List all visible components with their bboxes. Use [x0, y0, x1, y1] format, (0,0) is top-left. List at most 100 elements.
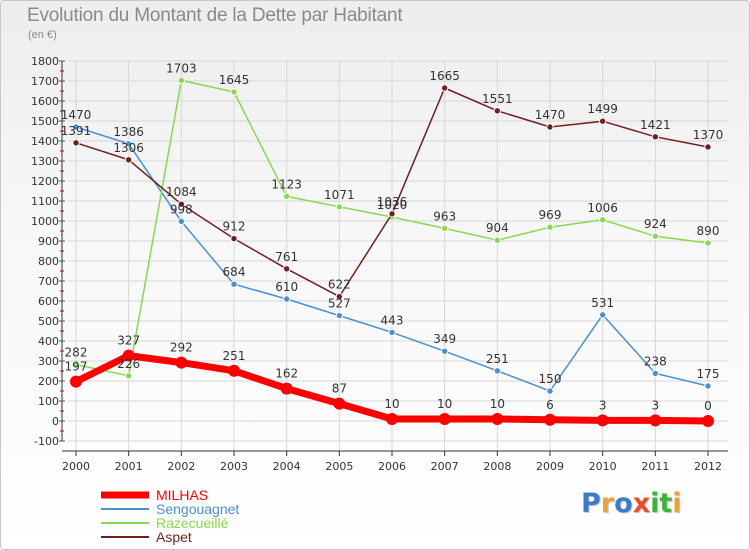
- data-point-aspet: [440, 84, 449, 92]
- data-label-sengouagnet: 684: [223, 265, 246, 279]
- data-label-milhas: 10: [437, 397, 452, 411]
- data-label-aspet: 912: [223, 220, 246, 234]
- data-point-sengouagnet: [282, 295, 291, 303]
- data-point-razecueille: [598, 216, 607, 224]
- data-label-aspet: 1036: [377, 195, 408, 209]
- y-tick-label: 600: [38, 295, 59, 308]
- y-tick-label: 1300: [31, 155, 59, 168]
- data-point-aspet: [230, 234, 238, 243]
- data-label-razecueille: 904: [486, 221, 509, 235]
- x-tick-label: 2010: [589, 460, 617, 473]
- data-point-sengouagnet: [124, 140, 133, 148]
- x-tick-label: 2001: [115, 460, 143, 473]
- data-point-sengouagnet: [493, 367, 502, 375]
- x-tick-label: 2012: [694, 460, 722, 473]
- data-point-razecueille: [546, 223, 554, 231]
- data-label-aspet: 1306: [113, 141, 144, 155]
- data-point-razecueille: [493, 236, 502, 244]
- data-label-milhas: 87: [332, 382, 347, 396]
- data-label-razecueille: 969: [539, 208, 562, 222]
- x-tick-label: 2003: [220, 460, 248, 473]
- data-label-razecueille: 1645: [219, 73, 250, 87]
- y-tick-label: 1700: [31, 75, 59, 88]
- data-point-aspet: [598, 117, 607, 125]
- data-label-sengouagnet: 610: [275, 280, 298, 294]
- data-label-aspet: 1551: [482, 92, 513, 106]
- data-label-milhas: 0: [704, 399, 712, 413]
- data-label-milhas: 292: [170, 341, 193, 355]
- x-tick-label: 2008: [483, 460, 511, 473]
- x-tick-label: 2002: [167, 460, 195, 473]
- data-point-aspet: [124, 156, 133, 164]
- data-point-razecueille: [72, 360, 80, 369]
- data-label-razecueille: 282: [65, 346, 88, 360]
- data-label-sengouagnet: 150: [539, 372, 562, 386]
- y-tick-label: 800: [38, 255, 59, 268]
- data-label-aspet: 1421: [640, 118, 671, 132]
- y-tick-label: 1600: [31, 95, 59, 108]
- y-tick-label: 400: [38, 335, 59, 348]
- data-point-sengouagnet: [546, 387, 554, 395]
- series-lines: [70, 76, 714, 427]
- data-label-aspet: 1470: [535, 108, 566, 122]
- data-point-razecueille: [230, 88, 238, 96]
- data-label-razecueille: 1123: [271, 177, 302, 191]
- data-label-aspet: 622: [328, 278, 351, 292]
- legend-label-razecueille: Razecueillé: [156, 515, 229, 531]
- x-tick-label: 2000: [62, 460, 90, 473]
- data-label-sengouagnet: 998: [170, 202, 193, 216]
- data-point-milhas: [649, 414, 662, 427]
- legend-label-milhas: MILHAS: [156, 487, 208, 503]
- data-label-milhas: 3: [599, 398, 607, 412]
- y-tick-label: -100: [34, 435, 59, 448]
- x-tick-label: 2004: [273, 460, 301, 473]
- y-tick-label: 1500: [31, 115, 59, 128]
- data-point-sengouagnet: [72, 123, 80, 131]
- y-tick-label: 100: [38, 395, 59, 408]
- data-label-razecueille: 963: [433, 209, 456, 223]
- data-point-aspet: [546, 123, 554, 131]
- x-tick-label: 2005: [325, 460, 353, 473]
- chart-subtitle: (en €): [28, 29, 57, 41]
- data-point-aspet: [493, 107, 502, 115]
- data-label-sengouagnet: 349: [433, 332, 456, 346]
- data-label-sengouagnet: 527: [328, 297, 351, 311]
- y-tick-label: 900: [38, 235, 59, 248]
- data-point-milhas: [386, 413, 398, 425]
- data-point-milhas: [702, 415, 714, 427]
- x-tick-label: 2006: [378, 460, 406, 473]
- data-point-razecueille: [335, 203, 344, 211]
- data-label-sengouagnet: 443: [381, 313, 404, 327]
- data-point-sengouagnet: [230, 280, 238, 288]
- data-label-razecueille: 1703: [166, 61, 197, 75]
- y-tick-label: 300: [38, 355, 59, 368]
- data-point-aspet: [704, 143, 712, 151]
- data-label-aspet: 1084: [166, 185, 197, 199]
- data-point-milhas: [544, 413, 556, 426]
- data-point-razecueille: [440, 224, 449, 233]
- y-tick-label: 1100: [31, 195, 59, 208]
- data-point-sengouagnet: [598, 311, 607, 319]
- data-point-milhas: [438, 413, 451, 425]
- data-point-razecueille: [651, 232, 660, 240]
- data-label-aspet: 1370: [693, 128, 724, 142]
- data-label-sengouagnet: 1386: [113, 125, 144, 139]
- data-point-aspet: [177, 200, 186, 208]
- y-tick-label: 500: [38, 315, 59, 328]
- data-label-milhas: 10: [490, 397, 505, 411]
- axes: -100010020030040050060070080090010001100…: [31, 55, 728, 473]
- y-tick-label: 700: [38, 275, 59, 288]
- data-label-sengouagnet: 531: [591, 296, 614, 310]
- data-label-aspet: 1391: [61, 124, 92, 138]
- data-point-milhas: [333, 397, 346, 410]
- data-label-sengouagnet: 175: [697, 367, 720, 381]
- data-point-sengouagnet: [177, 217, 186, 226]
- data-point-razecueille: [282, 192, 291, 201]
- data-point-razecueille: [177, 76, 186, 85]
- data-label-aspet: 1665: [429, 69, 460, 83]
- data-point-sengouagnet: [440, 347, 449, 355]
- data-label-milhas: 6: [546, 398, 554, 412]
- data-label-razecueille: 226: [117, 357, 140, 371]
